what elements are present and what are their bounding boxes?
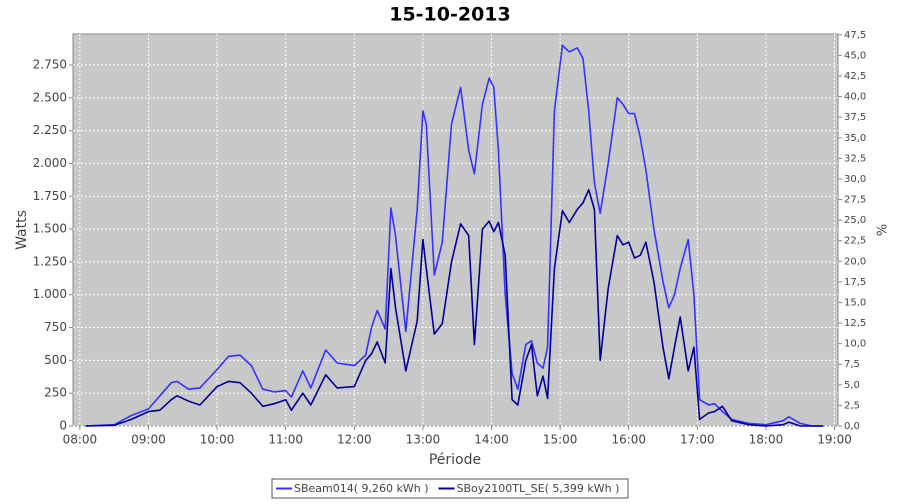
y-tick-label: 2.500 [33,90,67,104]
plot-area [72,33,839,427]
x-axis-label: Période [429,452,481,468]
x-tick-label: 15:00 [543,433,578,447]
y-tick-label: 1.750 [33,189,67,203]
x-tick-label: 18:00 [749,433,784,447]
y2-tick-label: 37,5 [844,112,866,123]
x-tick-label: 10:00 [200,433,235,447]
x-tick-label: 11:00 [268,433,303,447]
y-tick-label: 1.250 [33,254,67,268]
y2-tick-label: 20,0 [844,256,866,267]
y2-tick-label: 47,5 [844,30,866,41]
y-tick-label: 750 [44,320,67,334]
y2-tick-label: 42,5 [844,71,866,82]
x-tick-label: 14:00 [474,433,509,447]
y-tick-label: 2.250 [33,123,67,137]
x-tick-label: 17:00 [680,433,715,447]
y2-tick-label: 27,5 [844,195,866,206]
series-line [85,44,824,427]
y-tick-label: 2.750 [33,57,67,71]
y2-tick-label: 35,0 [844,133,866,144]
chart-title: 15-10-2013 [389,4,511,26]
y2-tick-label: 32,5 [844,153,866,164]
x-tick-label: 08:00 [63,433,98,447]
legend-label: SBeam014( 9,260 kWh ) [294,482,429,495]
y2-tick-label: 5,0 [844,380,860,391]
y2-tick-label: 45,0 [844,50,866,61]
y2-tick-label: 0,0 [844,421,860,432]
y2-tick-label: 15,0 [844,297,866,308]
y2-tick-label: 17,5 [844,277,866,288]
y2-tick-label: 12,5 [844,318,866,329]
y2-axis-label: % [873,224,888,236]
y-axis-label: Watts [14,210,30,250]
y2-tick-label: 10,0 [844,339,866,350]
x-tick-label: 16:00 [611,433,646,447]
y2-tick-label: 40,0 [844,92,866,103]
y2-tick-label: 25,0 [844,215,866,226]
y2-tick-label: 30,0 [844,174,866,185]
x-tick-label: 09:00 [131,433,166,447]
series-line [85,188,824,427]
y2-tick-label: 7,5 [844,359,860,370]
y-tick-label: 1.500 [33,222,67,236]
y2-tick-label: 22,5 [844,236,866,247]
y-tick-label: 0 [59,419,67,433]
legend-label: SBoy2100TL_SE( 5,399 kWh ) [457,482,620,495]
x-tick-label: 19:00 [817,433,852,447]
y-tick-label: 500 [44,353,67,367]
x-tick-label: 13:00 [406,433,441,447]
y-tick-label: 1.000 [33,287,67,301]
y2-tick-label: 2,5 [844,400,860,411]
y-tick-label: 250 [44,386,67,400]
x-tick-label: 12:00 [337,433,372,447]
y-tick-label: 2.000 [33,156,67,170]
